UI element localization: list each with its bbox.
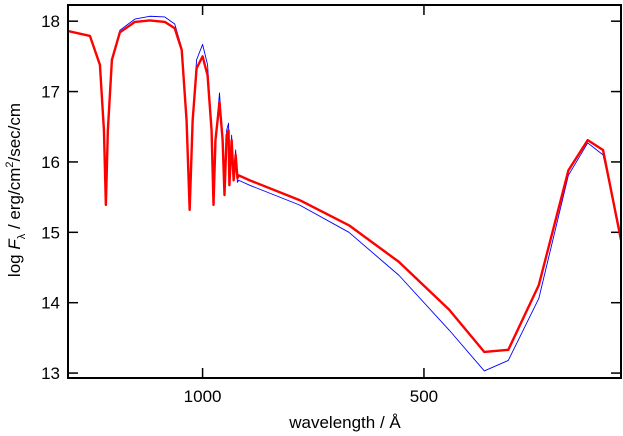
- data-line: [68, 15, 621, 372]
- y-tick-label: 17: [41, 83, 60, 102]
- y-tick-label: 15: [41, 223, 60, 242]
- y-axis-label: log Fλ / erg/cm2/sec/cm: [4, 103, 28, 277]
- plot-frame: [67, 4, 622, 379]
- y-tick-label: 14: [41, 294, 60, 313]
- x-axis-label: wavelength / Å: [288, 413, 401, 432]
- y-tick-label: 16: [41, 153, 60, 172]
- data-line: [68, 19, 621, 354]
- x-tick-label: 1000: [184, 387, 222, 406]
- y-tick-label: 13: [41, 364, 60, 383]
- y-tick-label: 18: [41, 12, 60, 31]
- x-tick-label: 500: [410, 387, 438, 406]
